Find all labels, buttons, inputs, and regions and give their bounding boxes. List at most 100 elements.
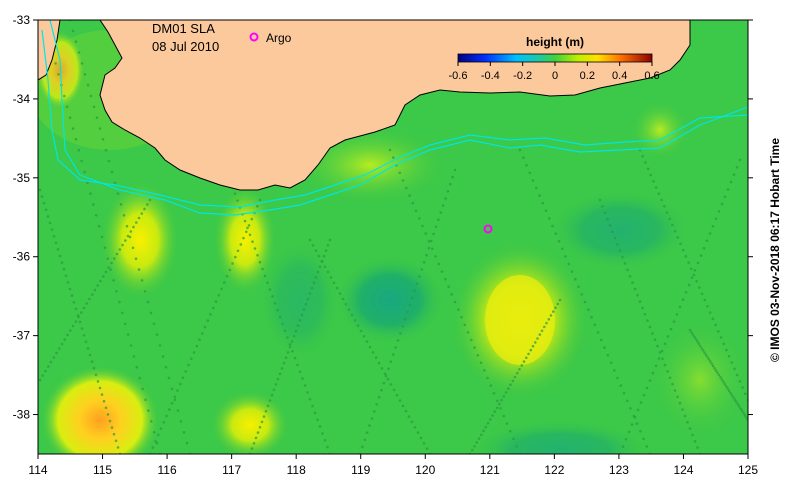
track-dot <box>499 407 502 410</box>
track-dot <box>54 241 58 245</box>
track-dot <box>106 257 110 261</box>
track-dot <box>656 344 659 348</box>
track-dot <box>335 286 339 290</box>
track-dot <box>165 414 168 418</box>
track-dot <box>316 270 320 274</box>
track-dot <box>646 167 650 171</box>
track-dot <box>690 267 693 271</box>
track-dot <box>527 352 530 356</box>
track-dot <box>693 440 697 443</box>
track-dot <box>247 224 251 227</box>
track-dot <box>184 370 188 373</box>
track-dot <box>383 372 387 376</box>
track-dot <box>99 279 102 283</box>
track-dot <box>471 448 474 452</box>
track-dot <box>717 330 720 333</box>
track-dot <box>131 246 135 250</box>
track-dot <box>115 252 119 256</box>
track-dot <box>123 322 127 326</box>
track-dot <box>284 356 288 360</box>
x-tick-label: 120 <box>415 463 435 477</box>
track-dot <box>547 318 551 321</box>
track-dot <box>268 399 272 402</box>
argo-legend-label: Argo <box>266 31 292 45</box>
track-dot <box>723 382 727 386</box>
track-dot <box>377 395 381 399</box>
track-dot <box>94 373 98 377</box>
track-dot <box>671 382 674 386</box>
track-dot <box>71 324 75 328</box>
track-dot <box>554 306 557 310</box>
track-dot <box>74 40 78 43</box>
track-dot <box>158 344 162 347</box>
shelf-contour-inner <box>41 29 748 208</box>
track-dot <box>681 408 684 411</box>
track-dot <box>666 335 670 338</box>
track-dot <box>256 431 260 434</box>
track-dot <box>633 416 637 419</box>
track-dot <box>314 249 318 252</box>
track-dot <box>103 246 107 250</box>
track-dot <box>626 268 629 272</box>
track-dot <box>311 404 314 408</box>
track-dot <box>248 233 252 237</box>
track-dot <box>353 319 357 322</box>
track-dot <box>326 445 329 449</box>
x-tick-label: 119 <box>351 463 370 477</box>
track-dot <box>398 171 402 175</box>
track-dot <box>531 344 535 348</box>
track-dot <box>148 198 152 202</box>
track-dot <box>271 295 274 298</box>
track-dot <box>220 287 223 291</box>
track-dot <box>228 268 232 272</box>
argo-float-marker[interactable] <box>483 224 493 234</box>
track-dot <box>322 254 326 258</box>
track-dot <box>735 166 739 169</box>
track-dot <box>668 217 671 221</box>
track-dot <box>361 445 364 449</box>
track-dot <box>451 175 454 179</box>
track-dot <box>504 391 508 394</box>
track-dot <box>520 364 524 367</box>
land-cape-leeuwin <box>38 20 61 81</box>
track-dot <box>65 105 69 109</box>
track-dot <box>209 313 212 316</box>
track-dot <box>719 336 723 339</box>
track-dot <box>246 226 249 230</box>
track-dot <box>42 201 46 205</box>
track-dot <box>190 357 193 361</box>
track-dot <box>86 347 90 350</box>
track-dot <box>262 415 266 418</box>
track-dot <box>735 400 738 404</box>
track-dot <box>110 261 113 265</box>
track-dot <box>498 402 501 406</box>
track-dot <box>125 224 129 228</box>
track-dot <box>638 300 642 303</box>
track-dot <box>283 329 287 333</box>
track-dot <box>716 371 719 375</box>
track-dot <box>95 116 99 119</box>
track-dot <box>344 302 348 306</box>
track-dot <box>515 445 519 448</box>
colorbar-tick-label: 0.2 <box>580 70 595 82</box>
track-dot <box>676 236 680 239</box>
track-dot <box>407 415 411 418</box>
y-tick-label: -37 <box>13 329 31 343</box>
track-dot <box>642 393 646 397</box>
track-dot <box>116 192 120 195</box>
track-dot <box>613 236 617 240</box>
y-tick-label: -38 <box>13 408 31 422</box>
track-dot <box>388 148 392 152</box>
track-dot <box>256 254 259 257</box>
track-dot <box>126 234 130 238</box>
colorbar-tick-label: -0.2 <box>513 70 532 82</box>
track-dot <box>132 355 136 358</box>
track-dot <box>658 351 662 354</box>
track-dot <box>453 168 457 172</box>
track-dot <box>513 375 517 379</box>
track-dot <box>473 346 476 349</box>
track-dot <box>71 127 75 130</box>
track-dot <box>631 281 634 284</box>
track-dot <box>725 385 728 388</box>
track-dot <box>711 224 715 228</box>
